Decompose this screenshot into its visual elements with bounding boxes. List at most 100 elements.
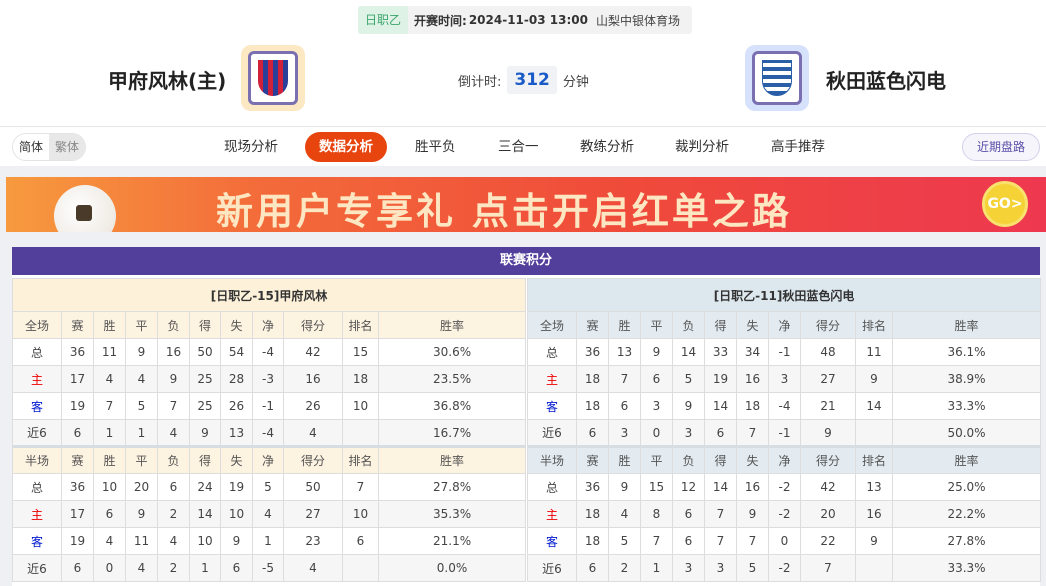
column-header: 失: [220, 445, 253, 474]
football-icon: [54, 185, 116, 232]
tab-expert-picks[interactable]: 高手推荐: [771, 139, 825, 155]
cell: 1: [93, 419, 126, 447]
cell: 12: [672, 473, 705, 501]
cell: 3: [768, 365, 801, 393]
row-label: 近6: [527, 554, 577, 582]
cell: 16: [736, 473, 769, 501]
countdown-unit: 分钟: [562, 74, 589, 90]
column-header: 平: [640, 311, 673, 339]
row-label: 总: [527, 338, 577, 366]
table-row: 总 36 10 20 6 24 19 5 50 7 27.8%: [12, 473, 527, 501]
cell: 9: [608, 473, 641, 501]
tab-data-analysis[interactable]: 数据分析: [305, 132, 387, 162]
cell: 14: [672, 338, 705, 366]
cell: 7: [704, 500, 737, 528]
cell: 5: [252, 473, 284, 501]
league-standings: 联赛积分 [日职乙-15]甲府风林 全场赛胜平负得失净得分 排名 胜率总 36 11 9 16…: [11, 247, 1042, 586]
column-header: 胜: [608, 311, 641, 339]
cell: 4: [125, 365, 158, 393]
cell: 7: [736, 527, 769, 555]
cell: 42: [800, 473, 856, 501]
column-header: 排名: [342, 445, 379, 474]
cell: 4: [157, 419, 190, 447]
table-row: 主 18 4 8 6 7 9 -2 20 16 22.2%: [527, 500, 1042, 528]
cell: 18: [576, 500, 609, 528]
row-label: 主: [527, 365, 577, 393]
cell: 36: [61, 338, 94, 366]
cell: 38.9%: [891, 365, 1042, 393]
cell: -1: [768, 338, 801, 366]
cell: 26: [220, 392, 253, 420]
cell: 6: [640, 365, 673, 393]
table-row: 客 18 5 7 6 7 7 0 22 9 27.8%: [527, 527, 1042, 555]
nav-bar: 简体 繁体 现场分析 数据分析 胜平负 三合一 教练分析 裁判分析 高手推荐 近…: [0, 132, 1046, 162]
cell: 4: [283, 419, 343, 447]
away-team-name[interactable]: 秋田蓝色闪电: [826, 69, 946, 93]
recent-handicap-button[interactable]: 近期盘路: [961, 133, 1040, 161]
cell: 4: [93, 365, 126, 393]
table-row: 客 18 6 3 9 14 18 -4 21 14 33.3%: [527, 392, 1042, 420]
cell: 6: [576, 419, 609, 447]
column-header: 排名: [855, 445, 893, 474]
cell: 7: [800, 554, 856, 582]
lang-traditional[interactable]: 繁体: [49, 134, 86, 160]
cell: 5: [608, 527, 641, 555]
league-badge[interactable]: 日职乙: [358, 6, 409, 34]
column-header: 半场: [527, 445, 577, 474]
table-row: 总 36 11 9 16 50 54 -4 42 15 30.6%: [12, 338, 527, 366]
tab-referee-analysis[interactable]: 裁判分析: [675, 139, 729, 155]
column-header: 赛: [61, 445, 94, 474]
cell: 19: [220, 473, 253, 501]
column-header: 得分: [283, 311, 343, 339]
cell: -3: [252, 365, 284, 393]
tab-three-in-one[interactable]: 三合一: [498, 139, 539, 155]
cell: 9: [640, 338, 673, 366]
row-label: 主: [12, 365, 62, 393]
cell: 6: [576, 554, 609, 582]
table-row: 客 19 4 11 4 10 9 1 23 6 21.1%: [12, 527, 527, 555]
cell: 25: [189, 365, 221, 393]
cell: 0: [640, 419, 673, 447]
cell: 17: [61, 500, 94, 528]
cell: 6: [157, 473, 190, 501]
cell: 20: [800, 500, 856, 528]
row-label: 近6: [12, 554, 62, 582]
cell: 10: [342, 392, 379, 420]
lang-simplified[interactable]: 简体: [19, 140, 44, 154]
cell: 1: [252, 527, 284, 555]
column-header: 平: [640, 445, 673, 474]
cell: 21.1%: [377, 527, 527, 555]
tab-coach-analysis[interactable]: 教练分析: [580, 139, 634, 155]
table-row: 客 19 7 5 7 25 26 -1 26 10 36.8%: [12, 392, 527, 420]
cell: 7: [157, 392, 190, 420]
home-team-name[interactable]: 甲府风林(主): [108, 69, 227, 93]
cell: 4: [252, 500, 284, 528]
go-button[interactable]: GO>: [982, 181, 1028, 227]
column-header: 赛: [576, 445, 609, 474]
row-label: 客: [527, 527, 577, 555]
cell: 15: [640, 473, 673, 501]
team-header-row: [日职乙-11]秋田蓝色闪电: [526, 278, 1042, 312]
away-team-logo[interactable]: [745, 45, 809, 111]
column-header: 胜: [608, 445, 641, 474]
cell: 4: [157, 527, 190, 555]
team-standings-title: [日职乙-11]秋田蓝色闪电: [526, 278, 1042, 312]
table-row: 近6 6 0 4 2 1 6 -5 4 0.0%: [12, 554, 527, 582]
column-header: 胜率: [891, 311, 1042, 339]
cell: 0: [93, 554, 126, 582]
tab-1x2[interactable]: 胜平负: [415, 139, 456, 155]
away-standings: [日职乙-11]秋田蓝色闪电 全场赛胜平负得失净得分 排名 胜率总 36 13 9 14 33 3…: [526, 278, 1042, 582]
home-team-logo[interactable]: [241, 45, 305, 111]
divider: [0, 126, 1046, 127]
tab-live-analysis[interactable]: 现场分析: [224, 139, 278, 155]
team-standings-title: [日职乙-15]甲府风林: [11, 278, 527, 312]
cell: 5: [125, 392, 158, 420]
column-header: 全场: [12, 311, 62, 339]
column-header: 负: [672, 445, 705, 474]
column-header: 得: [704, 445, 737, 474]
promo-banner[interactable]: 新用户专享礼 点击开启红单之路 GO>: [6, 177, 1046, 232]
cell: 50: [189, 338, 221, 366]
cell: 14: [704, 392, 737, 420]
column-header: 负: [157, 445, 190, 474]
row-label: 客: [527, 392, 577, 420]
